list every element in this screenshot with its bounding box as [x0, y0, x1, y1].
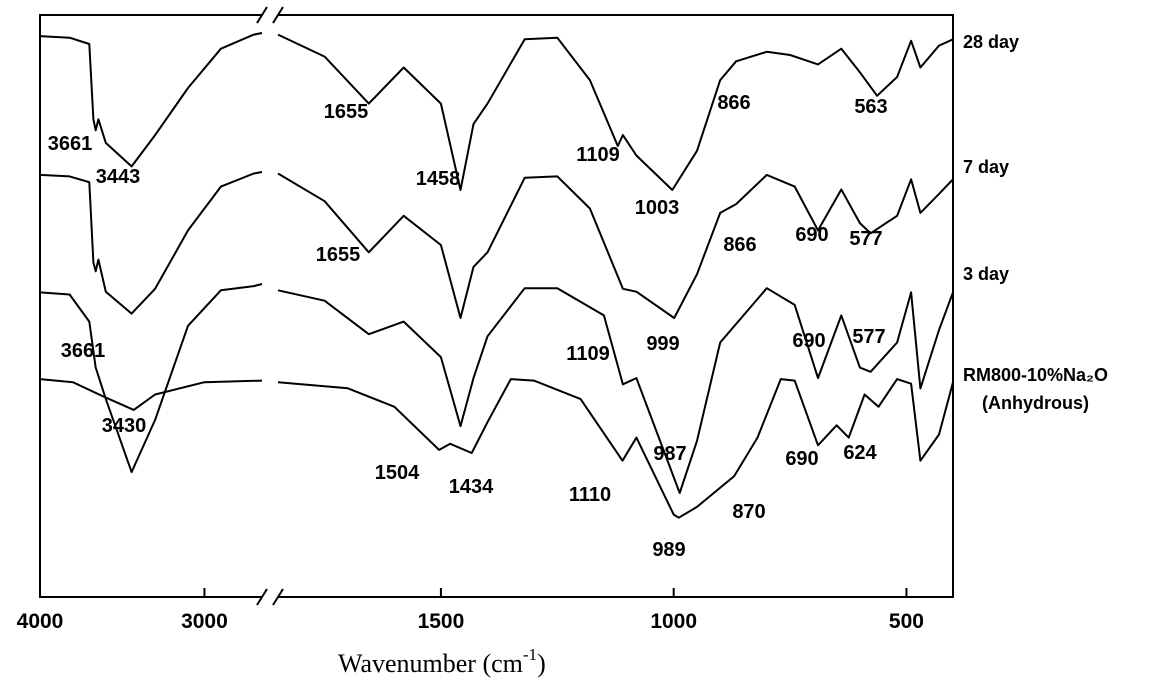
spectrum-line — [277, 378, 954, 519]
x-tick-label: 1000 — [650, 610, 697, 633]
axis-break-gap — [262, 594, 278, 600]
peak-label: 866 — [723, 234, 756, 256]
x-axis-ticks: 4000 3000 1500 1000 500 — [17, 588, 924, 633]
peak-label: 577 — [852, 326, 885, 348]
plot-frame — [39, 14, 954, 598]
spectrum-line — [277, 287, 954, 494]
axis-break-gap — [262, 12, 278, 18]
peak-label: 690 — [792, 330, 825, 352]
peak-label: 563 — [854, 96, 887, 118]
spectrum-line — [39, 378, 263, 411]
x-axis-title: Wavenumber (cm-1) — [338, 645, 546, 678]
peak-label: 3443 — [96, 166, 141, 188]
peak-label: 1109 — [566, 343, 609, 365]
peak-label: 1110 — [569, 484, 611, 506]
peak-label: 1109 — [576, 144, 619, 166]
peak-label: 624 — [843, 442, 877, 464]
x-tick-label: 3000 — [181, 610, 228, 633]
axis-break-marks — [256, 6, 284, 606]
series-label: 3 day — [963, 264, 1009, 284]
axis-break-slash — [256, 6, 268, 24]
peak-label: 1458 — [416, 168, 461, 190]
peak-label: 870 — [732, 501, 765, 523]
series-label: 28 day — [963, 32, 1019, 52]
peak-label: 1655 — [324, 101, 369, 123]
peak-label: 999 — [646, 333, 679, 355]
peak-label: 1003 — [635, 197, 680, 219]
spectrum-line — [39, 171, 263, 315]
series-labels: 28 day 7 day 3 day RM800-10%Na₂O (Anhydrous) — [963, 32, 1108, 413]
x-tick-label: 4000 — [17, 610, 64, 633]
spectrum-traces — [39, 32, 954, 519]
spectrum-line — [39, 283, 263, 474]
spectrum-line — [277, 172, 954, 319]
axis-break-slash — [272, 6, 284, 24]
spectrum-line — [277, 33, 954, 191]
peak-label: 690 — [795, 224, 828, 246]
spectrum-line — [39, 32, 263, 168]
peak-label: 3661 — [48, 133, 93, 155]
series-label: 7 day — [963, 157, 1009, 177]
x-tick-label: 500 — [889, 610, 924, 633]
peak-label: 3661 — [61, 340, 106, 362]
axis-break-slash — [256, 588, 268, 606]
peak-label: 1655 — [316, 244, 361, 266]
axis-break-slash — [272, 588, 284, 606]
series-label: (Anhydrous) — [982, 393, 1089, 413]
peak-label: 1434 — [449, 476, 494, 498]
peak-label: 866 — [717, 92, 750, 114]
peak-label: 989 — [652, 539, 685, 561]
peak-label: 987 — [653, 443, 686, 465]
peak-label: 1504 — [375, 462, 420, 484]
peak-label: 690 — [785, 448, 818, 470]
series-label: RM800-10%Na₂O — [963, 365, 1108, 385]
x-tick-label: 1500 — [418, 610, 465, 633]
peak-label: 3430 — [102, 415, 147, 437]
peak-label: 577 — [849, 228, 882, 250]
